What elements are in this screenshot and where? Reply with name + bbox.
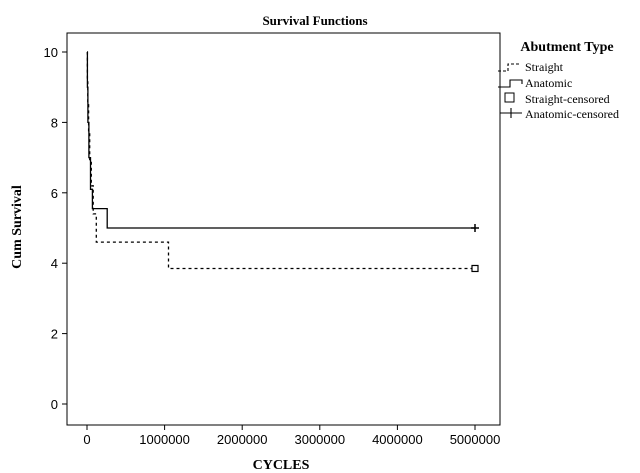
censor-layer xyxy=(471,224,479,273)
x-tick-label: 4000000 xyxy=(372,432,423,447)
legend-label: Anatomic xyxy=(525,76,572,90)
legend-symbol xyxy=(504,92,515,103)
series-layer xyxy=(86,51,475,270)
legend-item-anatomic-censored: Anatomic-censored xyxy=(500,107,619,121)
x-axis: 0 1000000 2000000 3000000 4000000 5000000 xyxy=(83,425,500,447)
censor-marker-straight xyxy=(471,264,479,273)
y-tick-label: 8 xyxy=(51,115,58,130)
legend-item-straight: Straight xyxy=(498,60,564,74)
y-axis: 0 2 4 6 8 10 xyxy=(44,45,67,412)
plot-frame xyxy=(66,32,501,426)
y-tick-label: 2 xyxy=(51,327,58,342)
legend-symbol xyxy=(500,108,522,118)
y-tick-label: 4 xyxy=(51,256,58,271)
legend-item-straight-censored: Straight-censored xyxy=(504,92,610,106)
x-tick-label: 3000000 xyxy=(294,432,345,447)
series-line-anatomic xyxy=(86,51,475,229)
plot-area-border xyxy=(66,32,501,426)
legend-label: Anatomic-censored xyxy=(525,107,619,121)
censor-marker-anatomic xyxy=(471,224,479,232)
x-axis-label: CYCLES xyxy=(253,458,310,473)
chart-title: Survival Functions xyxy=(262,13,367,28)
series-line-straight xyxy=(86,51,475,270)
x-tick-label: 5000000 xyxy=(450,432,501,447)
y-tick-label: 10 xyxy=(44,45,58,60)
legend-symbol xyxy=(498,79,523,88)
x-tick-label: 2000000 xyxy=(217,432,268,447)
x-tick-label: 0 xyxy=(83,432,90,447)
legend-label: Straight-censored xyxy=(525,92,610,106)
legend-label: Straight xyxy=(525,60,564,74)
x-tick-label: 1000000 xyxy=(139,432,190,447)
y-tick-label: 6 xyxy=(51,186,58,201)
y-tick-label: 0 xyxy=(51,397,58,412)
y-axis-label: Cum Survival xyxy=(10,185,25,269)
legend: Abutment Type Straight Anatomic Straight-c… xyxy=(498,40,619,121)
legend-item-anatomic: Anatomic xyxy=(498,76,572,90)
legend-title: Abutment Type xyxy=(520,40,613,55)
legend-symbol xyxy=(498,63,521,72)
